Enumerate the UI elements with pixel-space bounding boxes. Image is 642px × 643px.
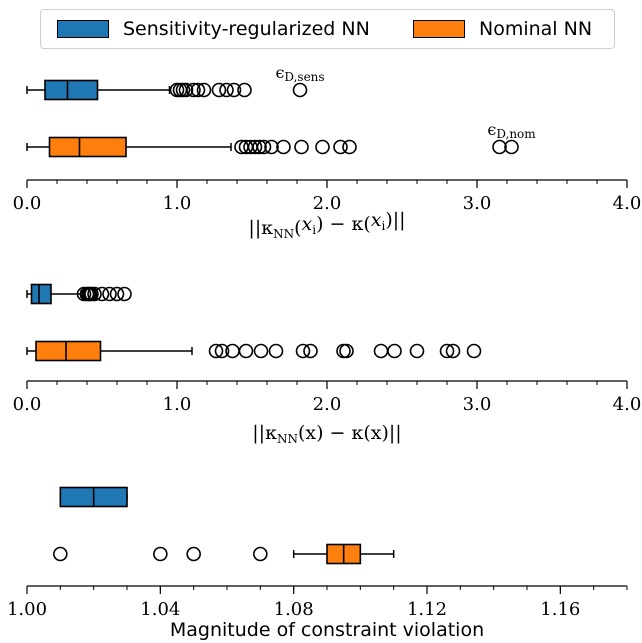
outlier-point: [504, 139, 519, 155]
outlier-point: [466, 343, 482, 359]
box-iqr: [30, 283, 52, 305]
x-tick-label: 1.0: [163, 394, 192, 415]
x-tick-label: 1.00: [7, 599, 47, 620]
x-tick-label: 0.0: [13, 193, 42, 214]
x-axis-label: ||κNN(x) − κ(x)||: [252, 422, 401, 446]
box-series-sensitivity: [59, 486, 128, 508]
x-axis-label: Magnitude of constraint violation: [170, 619, 484, 641]
outlier-point: [214, 343, 230, 359]
x-tick-label: 3.0: [463, 193, 492, 214]
legend-item-nominal: Nominal NN: [413, 18, 592, 40]
annotation-label: ϵD,sens: [275, 63, 324, 84]
x-tick-label: 0.0: [13, 394, 42, 415]
legend: Sensitivity-regularized NN Nominal NN: [40, 9, 615, 49]
outlier-point: [186, 82, 201, 98]
box-series-sensitivity: [26, 283, 132, 305]
outlier-point: [190, 82, 206, 98]
outlier-point: [247, 139, 263, 155]
outlier-point: [178, 82, 194, 98]
box-series-nominal: ϵD,nom: [26, 120, 536, 158]
outlier-point: [439, 343, 455, 359]
outlier-point: [373, 343, 389, 359]
outlier-point: [109, 286, 125, 302]
outlier-point: [196, 82, 212, 98]
outlier-point: [53, 546, 68, 562]
box-series-sensitivity: ϵD,sens: [26, 63, 325, 101]
outlier-point: [445, 343, 461, 359]
outlier-point: [153, 546, 168, 562]
x-tick-label: 2.0: [313, 394, 342, 415]
outlier-point: [211, 82, 227, 98]
x-tick-label: 3.0: [463, 394, 492, 415]
annotation-label: ϵD,nom: [487, 120, 536, 141]
outlier-point: [294, 139, 309, 155]
outlier-point: [226, 82, 242, 98]
outlier-point: [253, 546, 268, 562]
x-tick-label: 4.0: [613, 193, 642, 214]
x-tick-label: 2.0: [313, 193, 342, 214]
box-iqr: [48, 136, 127, 158]
outlier-point: [256, 139, 272, 155]
legend-swatch-nominal: [413, 20, 465, 38]
outlier-point: [268, 343, 284, 359]
outlier-point: [387, 343, 402, 359]
panel-constraint-violation: 1.00 1.04 1.08 1.12 1.16 Magnitude of constra…: [7, 486, 628, 641]
outlier-point: [303, 343, 318, 359]
outlier-point: [339, 343, 354, 359]
outlier-point: [186, 546, 201, 562]
outlier-point: [237, 82, 252, 98]
outlier-point: [94, 286, 110, 302]
outlier-point: [492, 139, 507, 155]
x-tick-label: 1.16: [540, 599, 580, 620]
x-tick-label: 1.08: [274, 599, 314, 620]
outlier-point: [219, 82, 234, 98]
x-tick-label: 1.12: [407, 599, 447, 620]
outlier-point: [336, 343, 351, 359]
outlier-point: [252, 139, 267, 155]
outlier-point: [342, 139, 357, 155]
outlier-point: [333, 139, 348, 155]
x-axis-label: ||κNN(xi) − κ(xi)||: [248, 209, 405, 241]
box-iqr: [35, 340, 102, 362]
x-tick-label: 4.0: [613, 394, 642, 415]
legend-swatch-sensitivity: [57, 20, 109, 38]
outlier-point: [292, 82, 308, 98]
outlier-point: [87, 286, 102, 302]
outlier-point: [208, 343, 224, 359]
outlier-point: [295, 343, 311, 359]
box-iqr: [44, 79, 99, 101]
legend-label-sensitivity: Sensitivity-regularized NN: [123, 18, 370, 40]
outlier-point: [117, 286, 132, 302]
x-tick-label: 1.04: [140, 599, 180, 620]
outlier-point: [102, 286, 117, 302]
box-series-nominal: [26, 340, 482, 362]
panel-function-error: 0.0 1.0 2.0 3.0 4.0 ||κNN(x) − κ(x)||: [13, 283, 642, 446]
legend-item-sensitivity: Sensitivity-regularized NN: [57, 18, 370, 40]
outlier-point: [238, 343, 254, 359]
x-tick-label: 1.0: [163, 193, 192, 214]
outlier-point: [264, 139, 279, 155]
outlier-point: [253, 343, 269, 359]
outlier-point: [276, 139, 291, 155]
legend-label-nominal: Nominal NN: [479, 18, 593, 40]
box-series-nominal: [53, 543, 395, 565]
outlier-point: [315, 139, 330, 155]
outlier-point: [409, 343, 425, 359]
panel-pointwise-error: 0.0 1.0 2.0 3.0 4.0 ||κNN(xi) − κ(xi)|| ϵD,sen…: [13, 63, 642, 241]
